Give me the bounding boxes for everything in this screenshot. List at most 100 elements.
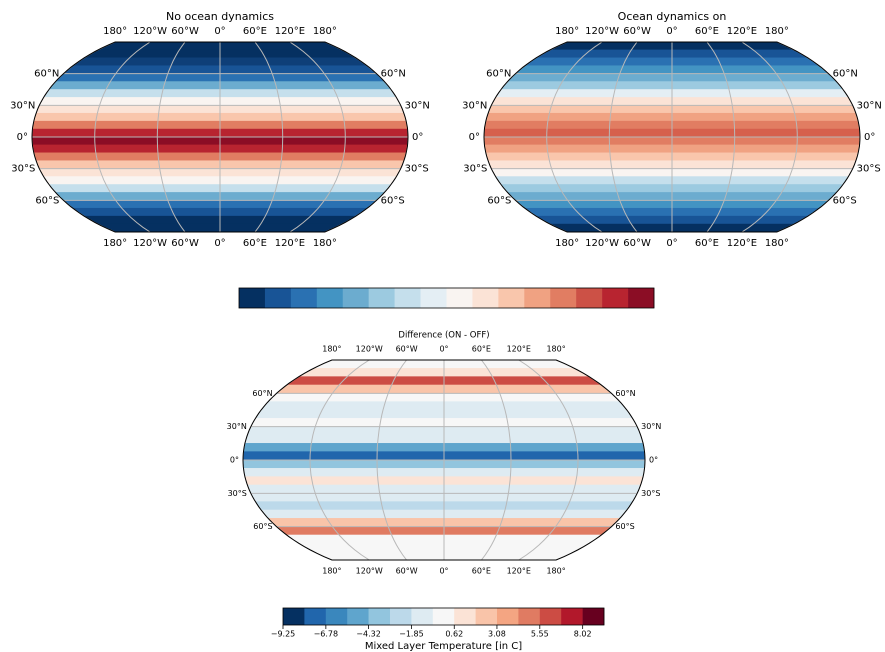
colorbar-label: Mixed Layer Temperature [in C] xyxy=(365,641,522,652)
lon-label-bottom: 60°W xyxy=(396,567,418,576)
colorbar-swatch xyxy=(497,608,519,625)
lon-label-top: 180° xyxy=(546,345,565,354)
lat-label-right: 60°N xyxy=(615,389,635,398)
lon-label-bottom: 120°W xyxy=(133,238,167,249)
lat-label-right: 60°S xyxy=(833,195,857,206)
lat-label-left: 60°N xyxy=(486,69,511,80)
panel-title: Ocean dynamics on xyxy=(618,10,727,23)
meridian xyxy=(518,360,579,560)
lon-label-bottom: 120°E xyxy=(507,567,531,576)
meridian xyxy=(289,42,346,232)
meridian xyxy=(254,42,284,232)
colorbar-swatch xyxy=(264,288,292,308)
lon-label-bottom: 180° xyxy=(313,238,337,249)
colorbar-tick-label: 8.02 xyxy=(574,630,592,639)
lon-label-bottom: 60°E xyxy=(243,238,267,249)
lat-label-left: 30°N xyxy=(227,422,247,431)
lon-label-top: 0° xyxy=(666,26,677,37)
colorbar-swatch xyxy=(602,288,629,308)
lat-label-left: 0° xyxy=(230,456,239,465)
meridian xyxy=(546,42,603,232)
lon-label-top: 60°W xyxy=(171,26,199,37)
lat-label-left: 60°S xyxy=(253,522,272,531)
lon-label-bottom: 180° xyxy=(765,238,789,249)
lat-label-right: 30°S xyxy=(641,489,660,498)
map-outline xyxy=(31,41,409,233)
colorbar-swatch xyxy=(368,288,395,308)
lon-label-bottom: 120°W xyxy=(356,567,383,576)
meridian xyxy=(376,360,407,560)
lon-label-top: 180° xyxy=(555,26,579,37)
map-outline xyxy=(483,41,861,233)
colorbar-swatch xyxy=(390,608,412,625)
lon-label-top: 180° xyxy=(765,26,789,37)
map-outline xyxy=(242,359,646,561)
colorbar-tick-label: −1.85 xyxy=(399,630,424,639)
lat-label-left: 60°S xyxy=(35,195,59,206)
colorbar-tick-label: −9.25 xyxy=(271,630,296,639)
lat-label-right: 0° xyxy=(649,456,658,465)
colorbar-swatch xyxy=(472,288,499,308)
lat-label-left: 60°N xyxy=(34,69,59,80)
panel-title: No ocean dynamics xyxy=(166,10,274,23)
colorbar-tick-label: 0.62 xyxy=(445,630,463,639)
lon-label-top: 60°E xyxy=(695,26,719,37)
lon-label-bottom: 60°E xyxy=(695,238,719,249)
lat-label-right: 0° xyxy=(864,132,875,143)
colorbar-tick-label: 3.08 xyxy=(488,630,506,639)
colorbar-swatch xyxy=(411,608,434,625)
lon-label-top: 0° xyxy=(214,26,225,37)
panel-title: Difference (ON - OFF) xyxy=(398,331,489,341)
lat-label-right: 30°S xyxy=(857,164,881,175)
colorbar-swatch xyxy=(576,288,603,308)
lat-label-left: 30°S xyxy=(463,164,487,175)
colorbar-swatch xyxy=(475,608,498,625)
lon-label-bottom: 60°W xyxy=(623,238,651,249)
lon-label-bottom: 120°E xyxy=(275,238,305,249)
lon-label-top: 120°E xyxy=(727,26,757,37)
colorbar-swatch xyxy=(582,608,605,625)
lon-label-top: 60°E xyxy=(243,26,267,37)
colorbar-swatch xyxy=(283,608,305,625)
colorbar-swatch xyxy=(239,288,266,308)
meridian xyxy=(481,360,512,560)
lon-label-bottom: 0° xyxy=(214,238,225,249)
lat-label-right: 60°N xyxy=(833,69,858,80)
lon-label-bottom: 0° xyxy=(666,238,677,249)
colorbar-swatch xyxy=(368,608,391,625)
lat-label-right: 60°S xyxy=(615,522,634,531)
lat-label-left: 0° xyxy=(469,132,480,143)
colorbar-swatch xyxy=(539,608,562,625)
colorbar-swatch xyxy=(394,288,421,308)
colorbar-swatch xyxy=(454,608,476,625)
lon-label-bottom: 0° xyxy=(439,567,448,576)
lat-label-right: 60°S xyxy=(381,195,405,206)
map xyxy=(32,42,408,232)
lon-label-bottom: 120°W xyxy=(585,238,619,249)
colorbar-swatch xyxy=(550,288,577,308)
colorbar-swatch xyxy=(432,608,455,625)
lon-label-bottom: 60°W xyxy=(171,238,199,249)
lat-label-left: 30°S xyxy=(228,489,247,498)
colorbar-frame xyxy=(282,607,605,626)
colorbar-swatch xyxy=(518,608,541,625)
colorbar-tick-label: −4.32 xyxy=(356,630,381,639)
colorbar-frame xyxy=(238,287,655,309)
colorbar-swatch xyxy=(498,288,525,308)
lon-label-top: 120°W xyxy=(585,26,619,37)
meridian xyxy=(94,42,151,232)
lat-label-right: 30°N xyxy=(405,100,430,111)
meridian xyxy=(608,42,638,232)
lon-label-top: 60°W xyxy=(623,26,651,37)
lon-label-bottom: 180° xyxy=(322,567,341,576)
lat-label-left: 60°N xyxy=(252,389,272,398)
lon-label-top: 120°W xyxy=(133,26,167,37)
lon-label-bottom: 180° xyxy=(555,238,579,249)
map xyxy=(484,42,860,232)
lon-label-top: 180° xyxy=(322,345,341,354)
lon-label-bottom: 180° xyxy=(103,238,127,249)
colorbar-swatch xyxy=(524,288,551,308)
lat-label-left: 30°N xyxy=(462,100,487,111)
lat-label-right: 30°N xyxy=(641,422,661,431)
colorbar-tick-label: 5.55 xyxy=(531,630,549,639)
